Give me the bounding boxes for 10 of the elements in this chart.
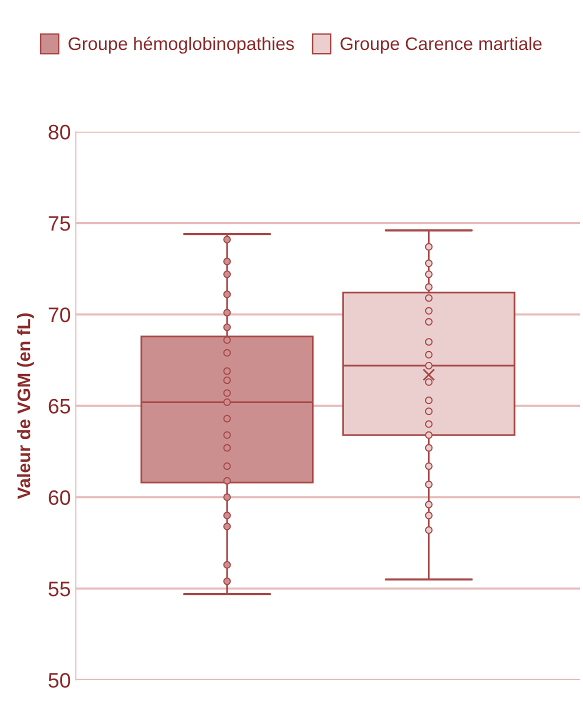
y-tick-label: 60 <box>48 490 70 505</box>
y-tick-label: 70 <box>48 307 70 322</box>
y-tick-label: 80 <box>48 124 70 140</box>
legend-label: Groupe hémoglobinopathies <box>68 36 294 54</box>
y-tick-label: 55 <box>48 582 70 596</box>
y-tick-label: 75 <box>48 216 70 231</box>
y-axis-title: Valeur de VGM (en fL) <box>17 313 34 500</box>
legend-label: Groupe Carence martiale <box>340 36 542 54</box>
y-tick-label: 65 <box>48 398 70 414</box>
y-tick-label: 50 <box>48 672 70 688</box>
